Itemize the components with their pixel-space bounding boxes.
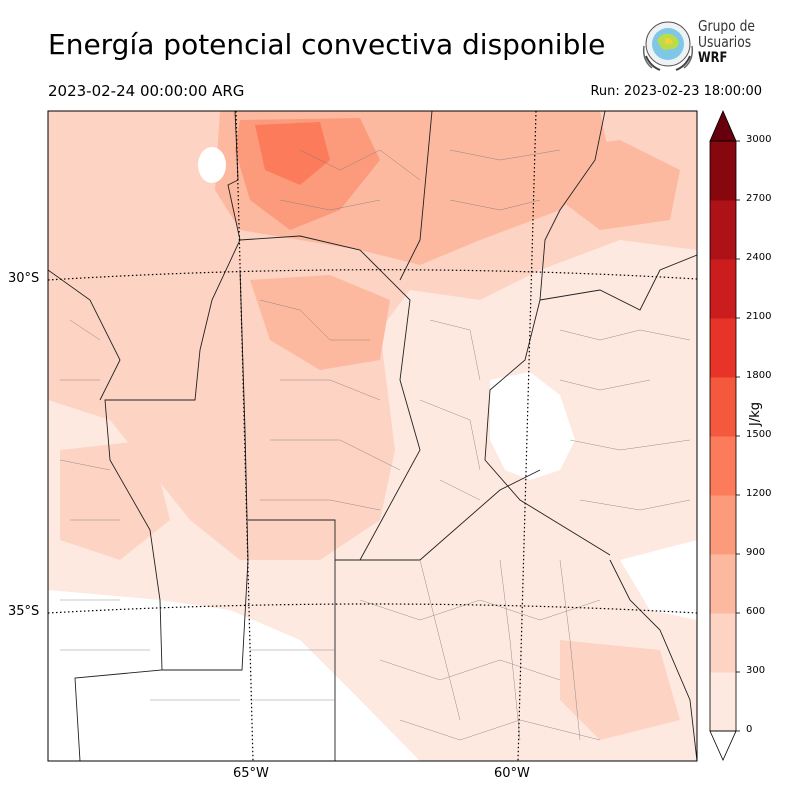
coastline [609, 559, 697, 761]
dept-lines-buenos-aires [359, 599, 601, 741]
dept-lines-buenos-aires-2 [419, 559, 581, 741]
colorbar-segment [710, 672, 736, 732]
colorbar-units: J/kg [748, 402, 763, 426]
colorbar-segment [710, 377, 736, 437]
logo-line-2: Usuarios [698, 33, 752, 51]
cape-600-region-center [250, 275, 390, 370]
admin-borders [48, 111, 697, 761]
meridian-60w [517, 111, 537, 761]
logo-line-1: Grupo de [698, 17, 756, 35]
zero-area-coast [620, 540, 697, 620]
province-border-2 [399, 111, 433, 281]
meridian-65w [235, 111, 254, 761]
lat-label-35s: 35°S [8, 604, 40, 619]
province-border-3 [74, 239, 241, 761]
parallel-35s [48, 603, 697, 614]
province-border-1 [227, 111, 421, 561]
map-frame [47, 110, 698, 762]
colorbar-tick-label: 300 [746, 665, 766, 676]
colorbar-tick-label: 900 [746, 547, 766, 558]
wrf-logo: Grupo de Usuarios WRF [638, 16, 768, 74]
colorbar-segment [710, 141, 736, 201]
colorbar-segment [710, 613, 736, 673]
colorbar-tick-label: 2400 [746, 252, 772, 263]
dept-lines-santa-fe [419, 319, 481, 501]
dept-lines-la-pampa [150, 649, 335, 701]
run-time: Run: 2023-02-23 18:00:00 [590, 84, 762, 99]
globe-icon [642, 21, 694, 71]
province-border-6 [335, 469, 541, 561]
parallel-30s [48, 269, 697, 281]
lat-label-30s: 30°S [8, 271, 40, 286]
dept-lines-uruguay [559, 329, 691, 511]
dept-lines-center [259, 299, 401, 511]
map-title: Energía potencial convectiva disponible [48, 28, 606, 61]
zero-area-southwest [48, 590, 420, 761]
dept-lines-north [279, 149, 561, 211]
chile-border-north [48, 269, 121, 401]
department-borders [59, 149, 691, 741]
cape-600-region-northeast [540, 140, 680, 230]
logo-line-3: WRF [698, 50, 728, 66]
colorbar-segment [710, 259, 736, 319]
valid-time: 2023-02-24 00:00:00 ARG [48, 82, 245, 100]
colorbar-segment [710, 436, 736, 496]
zero-area-sierras [198, 147, 226, 183]
zero-area-east [490, 372, 575, 480]
cape-300-region-southeast [560, 640, 680, 740]
colorbar-tick-label: 1500 [746, 429, 772, 440]
cape-300-region-west [60, 440, 170, 560]
cape-field [48, 111, 697, 761]
province-border-5 [248, 519, 336, 761]
colorbar-segment [710, 200, 736, 260]
colorbar-tick-label: 600 [746, 606, 766, 617]
colorbar-segment [710, 318, 736, 378]
colorbar-extend-max [709, 109, 737, 142]
colorbar-tick-label: 3000 [746, 134, 772, 145]
lon-label-60w: 60°W [494, 766, 530, 781]
country-border-brazil [539, 254, 697, 311]
cape-1200-region [255, 122, 330, 185]
colorbar-segment [710, 495, 736, 555]
colorbar-tick-label: 1200 [746, 488, 772, 499]
colorbar-tick-label: 2100 [746, 311, 772, 322]
dept-lines-chile [59, 319, 150, 651]
colorbar-tick-label: 1800 [746, 370, 772, 381]
colorbar-tick-label: 2700 [746, 193, 772, 204]
lon-label-65w: 65°W [233, 766, 269, 781]
colorbar-extend-min [709, 730, 737, 761]
colorbar [709, 109, 740, 761]
colorbar-segment [710, 554, 736, 614]
colorbar-tick-label: 0 [746, 724, 753, 735]
graticule [48, 111, 697, 761]
uruguay-river-border [484, 111, 611, 556]
